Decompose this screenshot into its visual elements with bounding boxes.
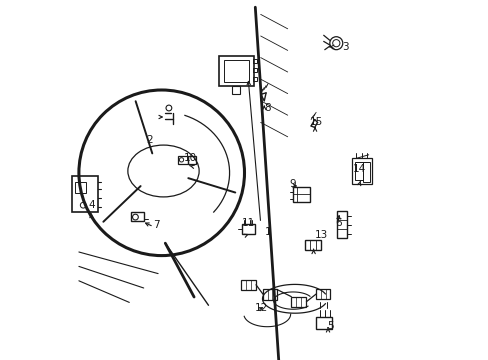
Bar bbox=[263, 289, 276, 300]
Bar bbox=[187, 156, 196, 164]
Bar bbox=[241, 280, 256, 290]
Text: 2: 2 bbox=[145, 135, 152, 145]
Text: 13: 13 bbox=[315, 230, 328, 240]
Bar bbox=[363, 162, 370, 182]
Bar bbox=[219, 56, 253, 86]
Bar bbox=[223, 60, 249, 82]
Text: 4: 4 bbox=[88, 200, 95, 210]
Text: 1: 1 bbox=[264, 227, 271, 237]
Bar bbox=[291, 297, 306, 307]
Text: 7: 7 bbox=[153, 220, 159, 230]
Text: 9: 9 bbox=[289, 179, 296, 189]
Bar bbox=[231, 86, 239, 94]
Text: 6: 6 bbox=[334, 218, 341, 228]
Bar bbox=[355, 162, 362, 180]
Bar bbox=[178, 156, 187, 164]
Bar bbox=[253, 68, 257, 72]
Bar bbox=[292, 187, 310, 202]
Bar bbox=[253, 59, 257, 63]
Text: 14: 14 bbox=[352, 164, 366, 174]
Text: 11: 11 bbox=[241, 218, 254, 228]
Text: 15: 15 bbox=[309, 117, 323, 127]
Text: 12: 12 bbox=[255, 303, 268, 313]
Bar bbox=[253, 77, 257, 81]
Bar bbox=[72, 176, 98, 212]
Text: 10: 10 bbox=[183, 153, 197, 163]
Text: 3: 3 bbox=[341, 42, 348, 52]
Text: 8: 8 bbox=[264, 103, 271, 113]
Bar bbox=[241, 224, 255, 234]
Bar bbox=[305, 240, 321, 250]
Text: 5: 5 bbox=[327, 321, 333, 331]
Bar bbox=[316, 317, 331, 329]
Bar bbox=[75, 182, 86, 193]
Bar bbox=[316, 289, 329, 299]
Bar bbox=[352, 158, 371, 184]
Bar bbox=[131, 212, 143, 221]
Bar bbox=[337, 211, 347, 238]
